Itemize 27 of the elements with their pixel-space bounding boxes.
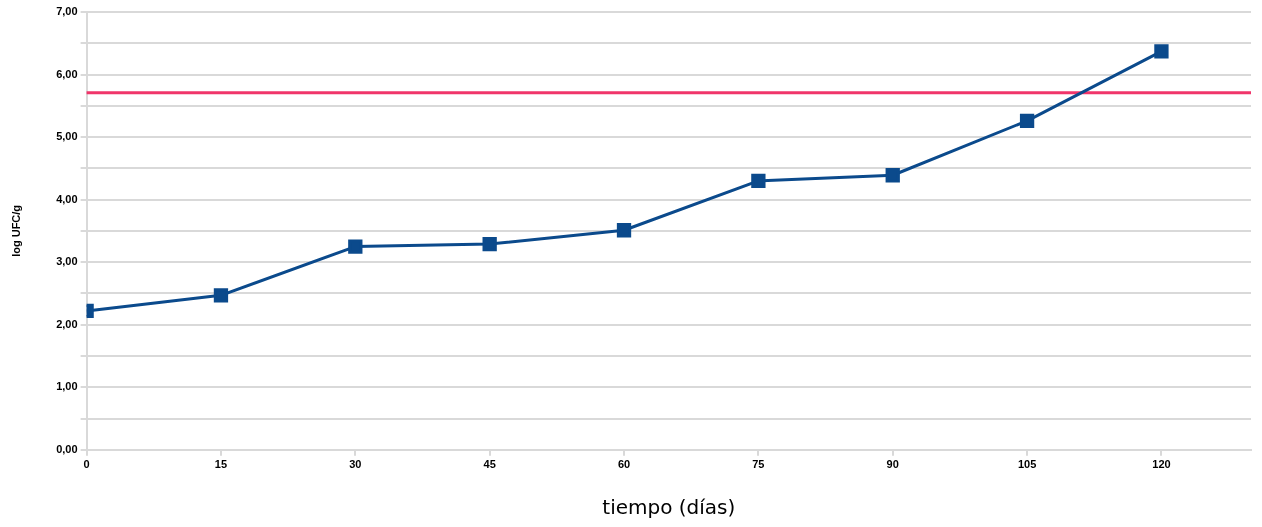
- y-tick-label: 1,00: [56, 380, 78, 393]
- y-tick-label: 6,00: [56, 67, 78, 80]
- x-tick-label: 60: [617, 458, 631, 471]
- point: [348, 239, 363, 254]
- x-tick-label: 0: [83, 458, 90, 471]
- x-tick-label: 105: [1017, 458, 1037, 471]
- y-tick-label: 7,00: [56, 5, 78, 18]
- x-tick-label: 45: [483, 458, 496, 471]
- y-tick-label: 3,00: [56, 255, 78, 268]
- point: [616, 223, 632, 238]
- x-axis-title: tiempo (días): [602, 495, 736, 520]
- x-tick-label: 15: [214, 458, 228, 471]
- point: [751, 173, 766, 189]
- point: [1019, 113, 1035, 128]
- y-tick-label: 4,00: [56, 192, 78, 205]
- x-tick-label: 120: [1152, 458, 1171, 471]
- y-tick-label: 5,00: [56, 130, 78, 143]
- y-tick-label: 2,00: [56, 317, 78, 330]
- y-axis-title: log UFC/g: [9, 204, 22, 257]
- point: [885, 168, 900, 183]
- point: [482, 236, 497, 252]
- point: [213, 288, 229, 303]
- point: [1154, 44, 1169, 59]
- y-tick-label: 0,00: [56, 442, 78, 455]
- x-tick-label: 30: [349, 458, 362, 471]
- x-tick-label: 90: [886, 458, 899, 471]
- x-tick-label: 75: [752, 458, 765, 471]
